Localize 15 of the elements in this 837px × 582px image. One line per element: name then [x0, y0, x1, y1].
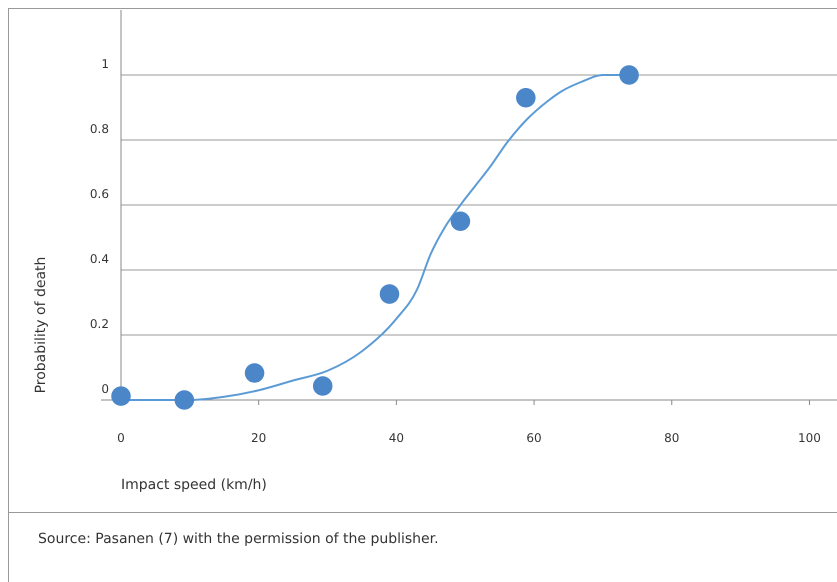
- x-tick-label: 100: [798, 431, 821, 445]
- y-tick-label: 0.6: [90, 187, 109, 201]
- y-tick-label: 1: [101, 57, 109, 71]
- x-tick-label: 60: [526, 431, 542, 445]
- y-tick-label: 0: [101, 382, 109, 396]
- source-note: Source: Pasanen (7) with the permission of the publisher.: [38, 531, 439, 547]
- y-tick-label: 0.4: [90, 252, 109, 266]
- y-tick-label: 0.2: [90, 317, 109, 331]
- x-tick-label: 0: [117, 431, 125, 445]
- x-tick-label: 80: [664, 431, 680, 445]
- y-axis-title: Probability of death: [33, 256, 49, 394]
- x-tick-label: 40: [388, 431, 404, 445]
- x-axis-title: Impact speed (km/h): [121, 477, 267, 493]
- x-tick-label: 20: [251, 431, 266, 445]
- y-tick-label: 0.8: [90, 122, 109, 136]
